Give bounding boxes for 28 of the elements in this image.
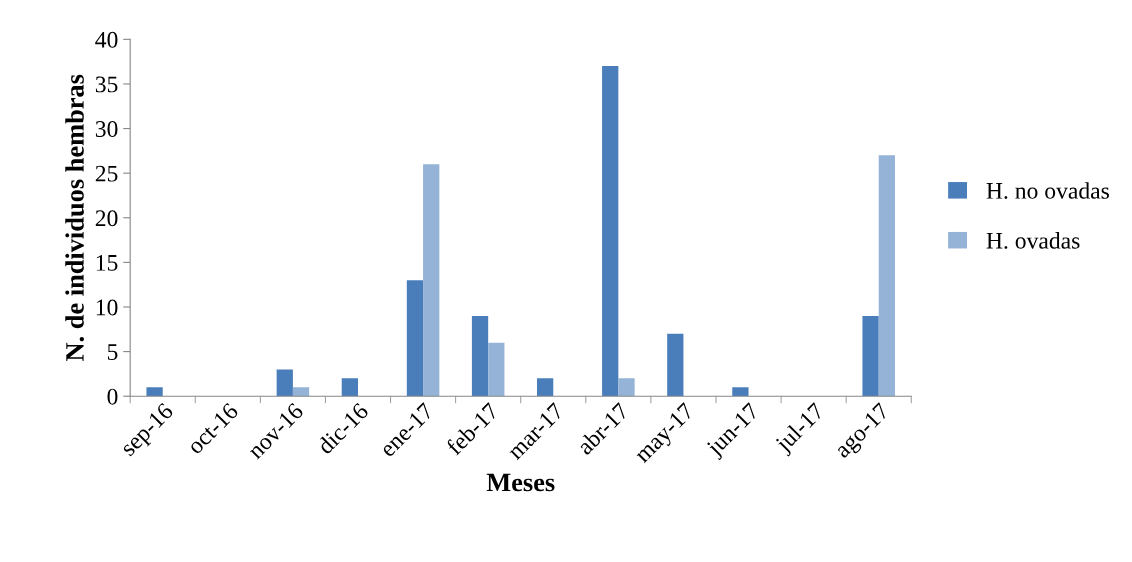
y-tick-label: 15 bbox=[96, 254, 118, 271]
bar bbox=[276, 369, 293, 397]
legend-label: H. no ovadas bbox=[986, 182, 1109, 199]
bar bbox=[618, 378, 635, 397]
bar bbox=[732, 387, 749, 397]
y-tick-label: 40 bbox=[95, 31, 118, 48]
bar bbox=[488, 342, 505, 397]
y-tick-label: 25 bbox=[95, 165, 118, 182]
y-tick-label: 30 bbox=[95, 121, 118, 137]
bar bbox=[341, 378, 358, 397]
legend-label: H. ovadas bbox=[986, 232, 1080, 249]
bar bbox=[423, 164, 440, 397]
bar bbox=[292, 387, 310, 397]
y-tick-label: 35 bbox=[95, 76, 118, 93]
bar bbox=[146, 387, 163, 397]
y-tick-label: 5 bbox=[107, 344, 118, 361]
y-tick-label: 0 bbox=[107, 388, 118, 405]
bar bbox=[406, 280, 424, 397]
y-tick-label: 20 bbox=[95, 210, 118, 227]
bar bbox=[667, 333, 684, 397]
x-axis-title: Meses bbox=[486, 473, 555, 492]
bar bbox=[602, 66, 619, 397]
bar bbox=[862, 315, 879, 397]
bar bbox=[536, 378, 554, 397]
bar bbox=[471, 315, 489, 397]
y-tick-label: 10 bbox=[96, 299, 118, 316]
y-axis-title: N. de individuos hembras bbox=[65, 74, 84, 361]
bar bbox=[878, 155, 895, 397]
